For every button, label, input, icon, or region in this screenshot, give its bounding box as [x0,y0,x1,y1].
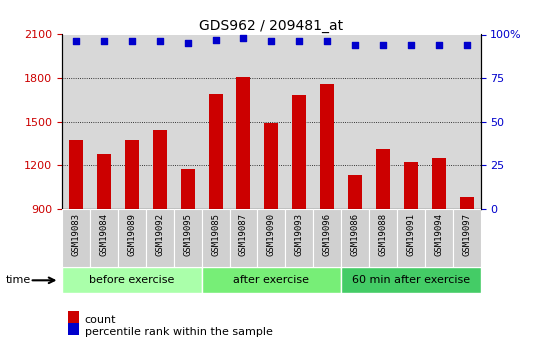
Text: GSM19090: GSM19090 [267,214,276,256]
Point [156,39,164,44]
Bar [341,267,481,293]
Text: time: time [5,275,31,285]
Bar [460,197,474,209]
Text: GSM19092: GSM19092 [156,214,164,256]
Text: GSM19096: GSM19096 [323,214,332,256]
Bar [90,209,118,267]
Bar [265,123,278,209]
Bar [369,209,397,267]
Text: GSM19084: GSM19084 [99,214,109,256]
Bar [432,158,445,209]
Title: GDS962 / 209481_at: GDS962 / 209481_at [199,19,343,33]
Point [239,35,248,41]
Bar [397,209,425,267]
Point [99,39,108,44]
Bar [237,77,251,209]
Bar [313,209,341,267]
Point [434,42,443,48]
Bar [118,209,146,267]
Point [407,42,415,48]
Text: GSM19091: GSM19091 [406,214,415,256]
Text: before exercise: before exercise [89,275,174,285]
Bar [125,140,139,209]
Bar [404,162,418,209]
Text: percentile rank within the sample: percentile rank within the sample [85,327,273,337]
Text: GSM19087: GSM19087 [239,214,248,256]
Bar [97,154,111,209]
Bar [208,94,222,209]
Bar [174,209,201,267]
Bar [453,209,481,267]
Point [351,42,360,48]
Bar [230,209,258,267]
Text: count: count [85,315,116,325]
Text: 60 min after exercise: 60 min after exercise [352,275,470,285]
Text: GSM19086: GSM19086 [350,214,360,256]
Bar [69,140,83,209]
Point [379,42,387,48]
Bar [153,130,167,209]
Bar [348,175,362,209]
Bar [285,209,313,267]
Bar [376,149,390,209]
Point [72,39,80,44]
Point [295,39,303,44]
Bar [62,267,201,293]
Bar [425,209,453,267]
Point [267,39,275,44]
Text: after exercise: after exercise [233,275,309,285]
Text: GSM19094: GSM19094 [434,214,443,256]
Point [211,37,220,42]
Text: GSM19095: GSM19095 [183,214,192,256]
Text: GSM19097: GSM19097 [462,214,471,256]
Text: GSM19088: GSM19088 [379,214,388,256]
Bar [201,267,341,293]
Point [462,42,471,48]
Text: GSM19093: GSM19093 [295,214,303,256]
Text: GSM19085: GSM19085 [211,214,220,256]
Point [127,39,136,44]
Text: GSM19089: GSM19089 [127,214,136,256]
Point [183,40,192,46]
Bar [292,96,306,209]
Bar [258,209,285,267]
Bar [146,209,174,267]
Bar [320,84,334,209]
Bar [181,169,194,209]
Bar [201,209,229,267]
Text: GSM19083: GSM19083 [71,214,80,256]
Bar [62,209,90,267]
Bar [341,209,369,267]
Point [323,39,332,44]
